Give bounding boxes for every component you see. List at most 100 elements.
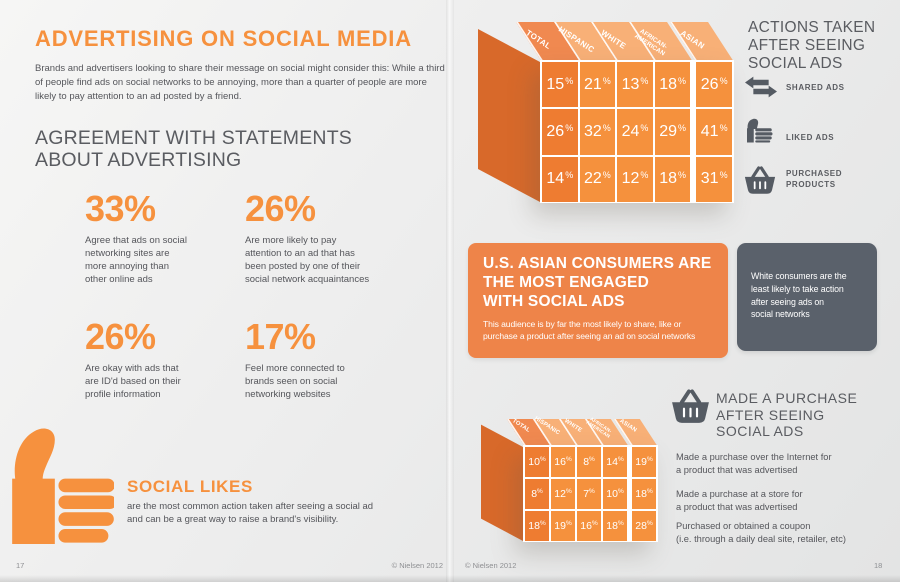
cube-cell: 28%	[632, 511, 656, 541]
white-consumers-note: White consumers are the least likely to …	[737, 243, 877, 351]
cube-cell: 22%	[579, 156, 616, 202]
stat-connected: 17% Feel more connected to brands seen o…	[245, 316, 415, 401]
percent-sign: %	[677, 170, 686, 181]
purchase-cube-chart: TOTAL HISPANIC WHITE AFRICAN- AMERICAN ASIAN…	[481, 410, 663, 556]
cube-cell-value: 29	[659, 122, 677, 140]
cube-cell-value: 14	[606, 456, 618, 468]
cube-cell-value: 19	[635, 456, 647, 468]
percent-sign: %	[565, 75, 574, 86]
purchase-section-title: MADE A PURCHASE AFTER SEEING SOCIAL ADS	[716, 390, 857, 440]
actions-cube-chart: TOTAL HISPANIC WHITE AFRICAN- AMERICAN ASIAN…	[478, 15, 736, 215]
shopping-basket-icon	[744, 164, 776, 200]
cube-cell-value: 18	[635, 488, 647, 500]
cube-cell-value: 19	[554, 520, 566, 532]
cube-cell: 8%	[577, 447, 601, 477]
cube-cell-value: 10	[606, 488, 618, 500]
cube-side-face	[478, 29, 540, 202]
callout-title: U.S. ASIAN CONSUMERS ARE THE MOST ENGAGE…	[483, 255, 713, 312]
cube-cell: 15%	[542, 62, 578, 108]
share-arrows-icon	[745, 76, 777, 103]
cube-cell: 19%	[551, 511, 575, 541]
percent-sign: %	[646, 488, 653, 495]
percent-sign: %	[640, 170, 649, 181]
cube-cell-value: 18	[606, 520, 618, 532]
cube-side-face	[481, 424, 523, 541]
cube-cell: 29%	[654, 109, 691, 155]
agreement-heading-line1: AGREEMENT WITH STATEMENTS	[35, 127, 353, 149]
percent-sign: %	[602, 122, 611, 133]
stat-value: 33%	[85, 188, 156, 229]
percent-sign: %	[719, 75, 728, 86]
cube-cell-value: 18	[659, 75, 677, 93]
page-title: ADVERTISING ON SOCIAL MEDIA	[35, 26, 412, 51]
cube-cell: 31%	[696, 156, 732, 202]
cube-cell: 10%	[603, 479, 627, 509]
cube-cell: 10%	[525, 447, 549, 477]
cube-cell: 24%	[617, 109, 653, 155]
callout-title-line: WITH SOCIAL ADS	[483, 292, 625, 310]
percent-sign: %	[617, 520, 624, 527]
cube-cell: 12%	[617, 156, 653, 202]
percent-sign: %	[602, 75, 611, 86]
cube-cell-value: 21	[583, 75, 602, 93]
social-likes-title: SOCIAL LIKES	[127, 477, 253, 496]
cube-cell-value: 12	[554, 488, 566, 500]
thumbs-up-icon	[747, 118, 774, 148]
cube-cell-value: 26	[700, 75, 719, 93]
cube-cell: 19%	[632, 447, 656, 477]
cube-cell-value: 8	[583, 456, 590, 468]
percent-sign: %	[565, 520, 572, 527]
percent-sign: %	[591, 520, 598, 527]
page-number-left: 17	[16, 561, 25, 570]
thumbs-up-icon	[12, 426, 117, 549]
asian-consumers-callout: U.S. ASIAN CONSUMERS ARE THE MOST ENGAGE…	[468, 243, 728, 358]
cube-cell-value: 15	[546, 75, 565, 93]
purchase-title-line: MADE A PURCHASE	[716, 390, 858, 406]
cube-cell: 14%	[603, 447, 627, 477]
purchase-title-line: SOCIAL ADS	[716, 423, 804, 440]
purchase-title-line: AFTER SEEING	[716, 406, 825, 423]
percent-sign: %	[617, 456, 624, 463]
percent-sign: %	[719, 122, 728, 133]
page-number-right: 18	[874, 561, 883, 570]
callout-body: This audience is by far the most likely …	[483, 318, 696, 341]
cube-cell: 26%	[696, 62, 732, 108]
cube-cell-value: 41	[700, 122, 719, 140]
cube-cell: 21%	[579, 62, 616, 108]
percent-sign: %	[719, 170, 728, 181]
percent-sign: %	[565, 456, 572, 463]
callout-title-line: U.S. ASIAN CONSUMERS ARE	[483, 255, 712, 272]
agreement-heading: AGREEMENT WITH STATEMENTS ABOUT ADVERTIS…	[35, 127, 352, 172]
cube-cell: 14%	[542, 156, 578, 202]
percent-sign: %	[646, 520, 653, 527]
cube-cell: 13%	[617, 62, 653, 108]
legend-title-line: SOCIAL ADS	[748, 54, 843, 72]
cube-cell: 12%	[551, 479, 575, 509]
page-seam	[446, 0, 454, 582]
percent-sign: %	[617, 488, 624, 495]
percent-sign: %	[640, 75, 649, 86]
cube-cell-value: 18	[659, 170, 677, 188]
cube-cell-value: 7	[583, 488, 590, 500]
cube-cell: 41%	[696, 109, 732, 155]
stat-value: 17%	[245, 316, 316, 357]
stat-value: 26%	[85, 316, 156, 357]
stat-value: 26%	[245, 188, 316, 229]
legend-title-line: ACTIONS TAKEN	[748, 19, 876, 36]
percent-sign: %	[539, 456, 546, 463]
cube-cell: 26%	[542, 109, 578, 155]
cube-cell: 18%	[603, 511, 627, 541]
cube-cell-value: 16	[554, 456, 566, 468]
cube-cell-value: 13	[621, 75, 640, 93]
percent-sign: %	[589, 456, 595, 463]
legend-title-line: AFTER SEEING	[748, 36, 866, 54]
callout-title-line: THE MOST ENGAGED	[483, 273, 649, 291]
legend-shared-ads: SHARED ADS	[786, 83, 845, 92]
purchase-row-desc: Made a purchase over the Internet for a …	[676, 452, 832, 475]
stat-desc: Feel more connected to brands seen on so…	[245, 363, 345, 401]
stat-desc: Agree that ads on social networking site…	[85, 235, 187, 286]
cube-cell: 18%	[632, 479, 656, 509]
cube-cell-value: 12	[621, 170, 640, 188]
copyright-left: © Nielsen 2012	[391, 561, 443, 570]
cube-cell-value: 10	[528, 456, 540, 468]
